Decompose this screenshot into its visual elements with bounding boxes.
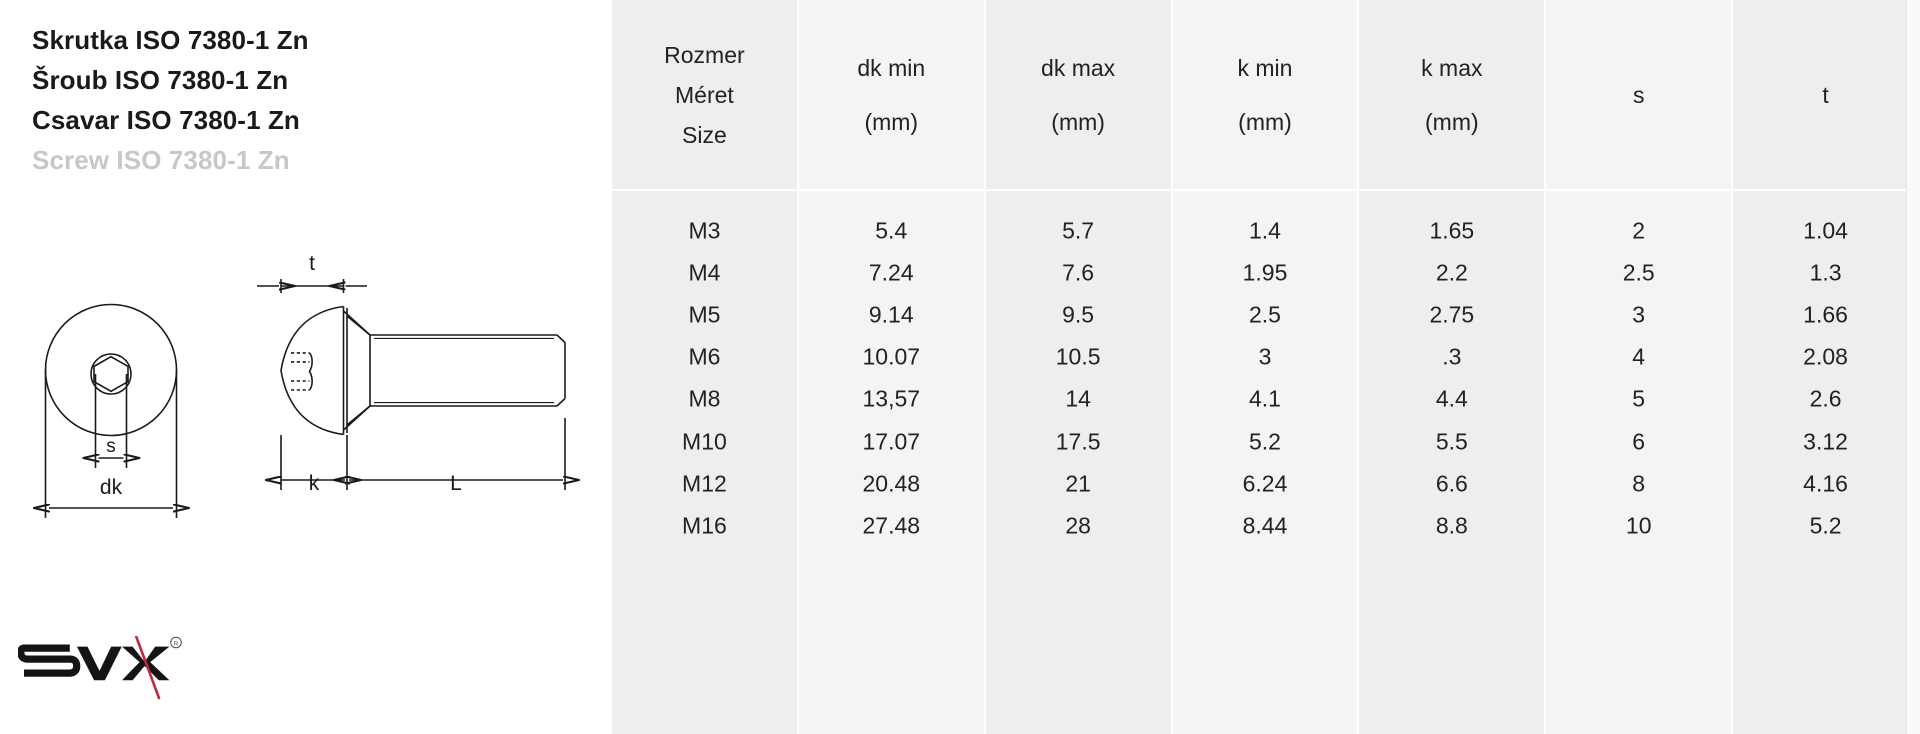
svg-text:R: R xyxy=(174,641,179,648)
